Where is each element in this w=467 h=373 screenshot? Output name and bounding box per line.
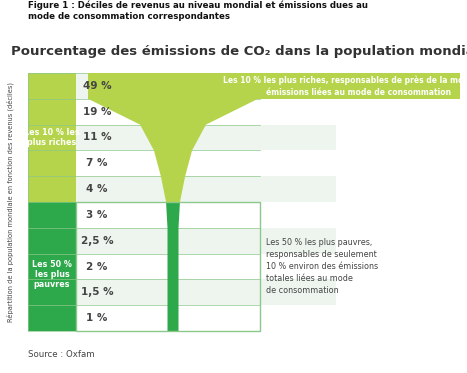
Text: Figure 1 : Déciles de revenus au niveau mondial et émissions dues au
mode de con: Figure 1 : Déciles de revenus au niveau … (28, 1, 368, 21)
Bar (76, 305, 336, 331)
Text: 2,5 %: 2,5 % (81, 236, 113, 246)
Text: 2 %: 2 % (86, 261, 108, 272)
Text: 19 %: 19 % (83, 107, 111, 117)
Bar (76, 125, 336, 150)
Polygon shape (88, 73, 258, 202)
Polygon shape (166, 202, 180, 331)
Text: Les 50 %
les plus
pauvres: Les 50 % les plus pauvres (32, 260, 72, 289)
Bar (76, 202, 336, 228)
Text: 49 %: 49 % (83, 81, 111, 91)
Bar (76, 202, 260, 331)
Text: Pourcentage des émissions de CO₂ dans la population mondiale: Pourcentage des émissions de CO₂ dans la… (11, 45, 467, 58)
Text: Les 50 % les plus pauvres,
responsables de seulement
10 % environ des émissions
: Les 50 % les plus pauvres, responsables … (266, 238, 378, 295)
Bar (258, 73, 460, 99)
Bar (76, 73, 336, 99)
Bar (76, 279, 336, 305)
Text: 1 %: 1 % (86, 313, 108, 323)
Bar (76, 150, 336, 176)
Text: 1,5 %: 1,5 % (81, 287, 113, 297)
Bar (28, 202, 76, 331)
Text: 4 %: 4 % (86, 184, 108, 194)
Text: Les 10 % les plus riches, responsables de près de la moitié des
émissions liées : Les 10 % les plus riches, responsables d… (223, 75, 467, 97)
Bar (76, 228, 336, 254)
Bar (76, 176, 336, 202)
Bar (76, 99, 336, 125)
Bar (76, 254, 336, 279)
Text: Source : Oxfam: Source : Oxfam (28, 350, 95, 359)
Text: 7 %: 7 % (86, 158, 108, 168)
Text: Les 10 % les
plus riches: Les 10 % les plus riches (24, 128, 80, 147)
Text: Répartition de la population mondiale en fonction des revenus (déciles): Répartition de la population mondiale en… (6, 82, 14, 322)
Bar (28, 73, 76, 202)
Text: 3 %: 3 % (86, 210, 108, 220)
Text: 11 %: 11 % (83, 132, 111, 142)
